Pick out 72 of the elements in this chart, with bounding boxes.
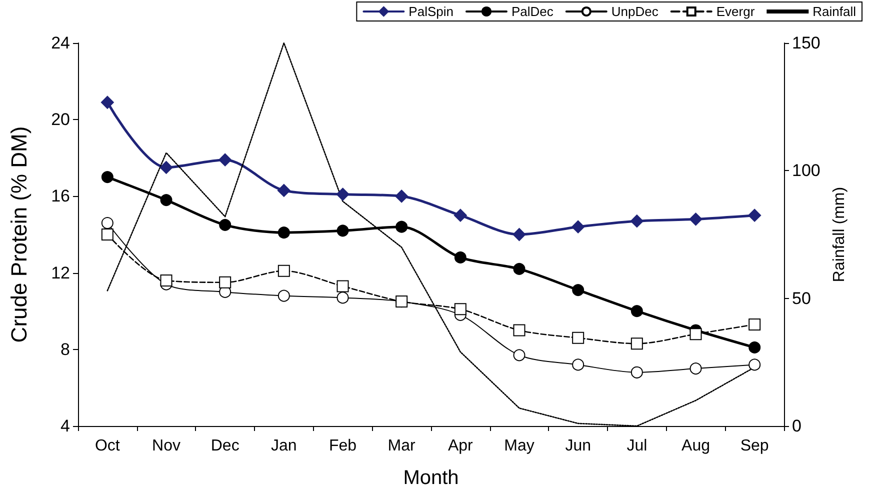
point [395, 190, 408, 203]
x-tick-label: Feb [328, 438, 357, 454]
legend-label: Evergr [716, 4, 756, 19]
legend-label: PalSpin [408, 4, 454, 19]
point [454, 251, 466, 264]
legend-label: Rainfall [812, 4, 856, 19]
legend-label: UnpDec [611, 4, 659, 19]
point [630, 366, 643, 378]
point [572, 332, 584, 344]
point [748, 208, 762, 222]
point [513, 349, 526, 362]
x-tick-label: Apr [448, 438, 474, 454]
point [748, 358, 761, 371]
x-tick-label: Mar [388, 438, 416, 454]
point [336, 224, 349, 237]
x-tick-label: Aug [682, 438, 710, 454]
point [572, 284, 584, 296]
y2-tick-label: 50 [792, 288, 811, 308]
point [160, 274, 172, 286]
x-tick-label: Dec [210, 438, 240, 454]
point [219, 218, 232, 231]
point [454, 303, 466, 316]
point [218, 153, 232, 166]
point [277, 184, 290, 197]
point [278, 264, 290, 277]
point [690, 362, 702, 375]
y2-axis-title: Rainfall (mm) [830, 186, 848, 282]
point [396, 296, 408, 308]
x-tick-label: Sep [740, 438, 769, 454]
point [100, 96, 114, 109]
y-tick-label: 8 [60, 340, 70, 359]
point [630, 214, 644, 228]
point [572, 358, 584, 371]
y2-tick-label: 100 [792, 161, 820, 180]
point [513, 324, 526, 336]
x-tick-label: Nov [152, 438, 180, 454]
x-tick-label: Oct [94, 438, 120, 454]
x-tick-label: Jul [626, 438, 648, 454]
point [454, 208, 467, 222]
point [101, 228, 114, 240]
point [513, 262, 526, 275]
y-tick-label: 12 [51, 263, 70, 282]
point [396, 220, 408, 233]
point [630, 338, 643, 350]
y-tick-label: 24 [51, 34, 70, 52]
point [572, 220, 585, 234]
legend-label: PalDec [511, 4, 554, 19]
point [336, 188, 350, 201]
y-axis-title: Crude Protein (% DM) [6, 126, 32, 343]
point [160, 194, 172, 206]
point [630, 305, 643, 318]
x-axis-title: Month [403, 467, 459, 489]
point [219, 276, 232, 288]
point [748, 341, 761, 354]
y2-tick-label: 0 [792, 416, 802, 436]
x-tick-label: Jun [565, 438, 591, 454]
y-tick-label: 4 [60, 416, 70, 436]
y-tick-label: 16 [51, 186, 70, 206]
point [336, 292, 349, 304]
point [160, 160, 173, 174]
point [748, 318, 761, 331]
y-tick-label: 20 [51, 110, 70, 130]
point [278, 290, 290, 302]
point [690, 328, 702, 340]
x-tick-label: May [504, 438, 534, 454]
y2-tick-label: 150 [792, 34, 820, 52]
x-tick-label: Jan [271, 438, 297, 454]
point [101, 171, 114, 184]
point [336, 280, 349, 292]
point [512, 228, 526, 241]
point [278, 226, 290, 239]
point [689, 212, 702, 226]
